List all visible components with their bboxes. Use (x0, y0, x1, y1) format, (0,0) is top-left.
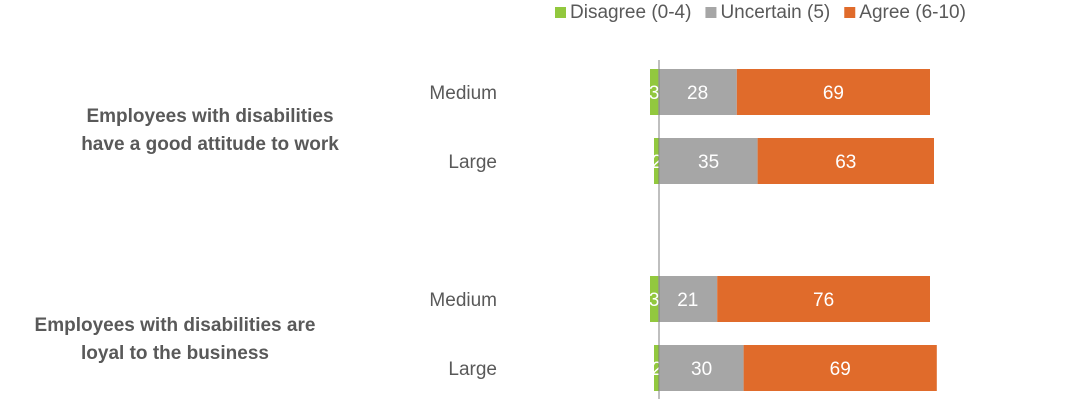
data-label: 69 (823, 83, 844, 104)
bar-segment (717, 276, 930, 322)
group-label-line: Employees with disabilities (86, 106, 334, 127)
legend-label: Disagree (0-4) (570, 2, 691, 23)
data-label: 69 (830, 359, 851, 380)
legend-label: Uncertain (5) (720, 2, 830, 23)
bar-segment (736, 69, 930, 115)
data-label: 63 (835, 152, 856, 173)
legend-swatch (844, 7, 856, 18)
bar-segment (654, 345, 660, 391)
data-label: 30 (691, 359, 712, 380)
category-label: Medium (429, 290, 497, 311)
bar-segment (650, 69, 659, 115)
bar-segment (757, 138, 934, 184)
data-label: 2 (652, 359, 663, 380)
category-label: Medium (429, 83, 497, 104)
legend-swatch (555, 7, 566, 18)
bar-segment (650, 276, 659, 322)
group-label-loyalty: Employees with disabilities are loyal to… (0, 312, 350, 368)
legend-swatch (705, 7, 717, 18)
data-label: 35 (698, 152, 719, 173)
bar-segment (659, 138, 758, 184)
data-label: 2 (652, 152, 663, 173)
data-label: 3 (649, 83, 660, 104)
group-label-line: Employees with disabilities are (34, 315, 316, 336)
bar-segment (659, 345, 744, 391)
bar-segment (658, 276, 718, 322)
bar-segment (654, 138, 660, 184)
legend-label: Agree (6-10) (859, 2, 966, 23)
data-label: 21 (677, 290, 698, 311)
group-label-line: loyal to the business (81, 343, 269, 364)
category-label: Large (448, 359, 497, 380)
data-label: 76 (813, 290, 834, 311)
data-label: 28 (687, 83, 708, 104)
group-label-line: have a good attitude to work (81, 134, 339, 155)
bar-segment (658, 69, 737, 115)
group-label-attitude: Employees with disabilities have a good … (40, 103, 380, 159)
category-label: Large (448, 152, 497, 173)
bar-segment (743, 345, 937, 391)
data-label: 3 (649, 290, 660, 311)
